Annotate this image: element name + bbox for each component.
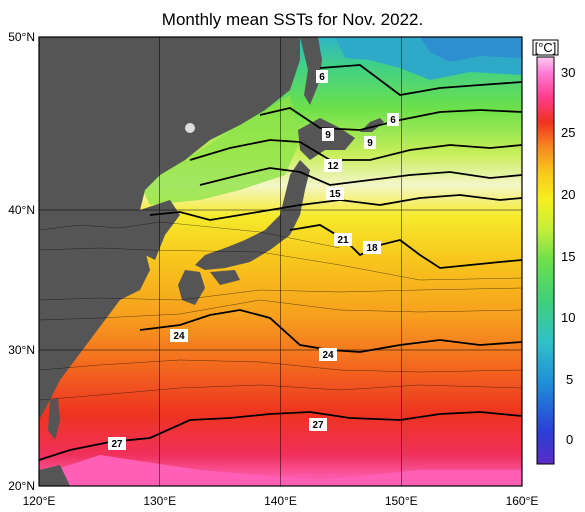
land-island — [185, 123, 195, 133]
land-kyushu — [178, 270, 205, 305]
isotherm-6 — [319, 64, 522, 96]
land-shikoku — [210, 270, 240, 285]
lat-label-20: 20°N — [8, 479, 35, 493]
svg-text:21: 21 — [337, 235, 349, 246]
contour-label-6b: 6 — [387, 113, 399, 126]
isotherm-24 — [139, 309, 522, 353]
lat-label-50: 50°N — [8, 30, 35, 44]
lon-label-160: 160°E — [506, 494, 539, 508]
contour-label-27a: 27 — [108, 437, 126, 450]
colorbar-tick-25: 25 — [561, 125, 575, 140]
contour-label-15: 15 — [326, 187, 344, 200]
contour-label-27b: 27 — [309, 418, 327, 431]
japan-sea-region — [140, 95, 300, 205]
colorbar-unit-box: [°C] — [532, 39, 559, 56]
colorbar-tick-30: 30 — [561, 65, 575, 80]
lon-label-140: 140°E — [264, 494, 297, 508]
map-title: Monthly mean SSTs for Nov. 2022. — [161, 10, 424, 29]
svg-text:27: 27 — [312, 420, 324, 431]
colorbar — [536, 56, 555, 465]
svg-text:15: 15 — [329, 189, 341, 200]
isotherm-9 — [259, 107, 522, 131]
colorbar-unit: [°C] — [535, 40, 557, 55]
colorbar-tick-10: 10 — [561, 310, 575, 325]
minor-isotherms — [39, 221, 522, 401]
isotherm-15 — [199, 167, 522, 186]
svg-text:24: 24 — [322, 350, 334, 361]
contour-label-21: 21 — [334, 233, 352, 246]
svg-text:12: 12 — [327, 161, 339, 172]
contour-label-24a: 24 — [170, 329, 188, 342]
isotherm-12 — [189, 139, 522, 161]
svg-text:24: 24 — [173, 331, 185, 342]
contour-label-9b: 9 — [364, 136, 376, 149]
svg-text:27: 27 — [111, 439, 123, 450]
svg-text:9: 9 — [367, 138, 373, 149]
contour-label-9a: 9 — [322, 128, 334, 141]
lon-label-130: 130°E — [143, 494, 176, 508]
lon-label-120: 120°E — [23, 494, 56, 508]
svg-text:9: 9 — [325, 130, 331, 141]
svg-text:18: 18 — [366, 243, 378, 254]
lon-label-150: 150°E — [385, 494, 418, 508]
cold-core-region — [420, 37, 522, 62]
isotherm-18 — [149, 194, 522, 221]
colorbar-tick-5: 5 — [566, 372, 573, 387]
graticule — [39, 37, 522, 486]
isotherm-lines — [39, 64, 522, 461]
contour-label-18: 18 — [363, 241, 381, 254]
land-taiwan — [48, 398, 60, 440]
land-asia — [39, 37, 300, 420]
colorbar-tick-20: 20 — [561, 187, 575, 202]
svg-text:6: 6 — [319, 72, 325, 83]
svg-text:6: 6 — [390, 115, 396, 126]
colorbar-tick-15: 15 — [561, 249, 575, 264]
contour-labels: 6 6 9 9 12 15 21 18 24 24 27 27 — [108, 70, 399, 450]
land-sakhalin — [300, 37, 322, 105]
land-luzon — [39, 465, 70, 486]
contour-label-12: 12 — [324, 159, 342, 172]
contour-label-24b: 24 — [319, 348, 337, 361]
lat-label-30: 30°N — [8, 343, 35, 357]
colorbar-tick-0: 0 — [566, 432, 573, 447]
lat-label-40: 40°N — [8, 203, 35, 217]
contour-label-6a: 6 — [316, 70, 328, 83]
colorbar-ticks: 30 25 20 15 10 5 0 — [561, 65, 575, 447]
